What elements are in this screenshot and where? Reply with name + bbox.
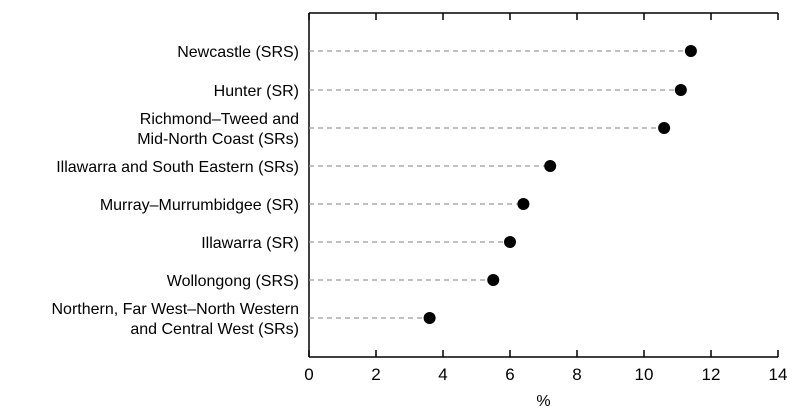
category-label: Richmond–Tweed and Mid-North Coast (SRs) (137, 111, 299, 148)
data-point (674, 84, 687, 96)
leader-lines (309, 50, 691, 319)
data-point (487, 274, 500, 286)
data-point (684, 45, 697, 57)
category-label: Wollongong (SRS) (167, 273, 299, 290)
data-point (504, 236, 516, 248)
x-tick-label: 2 (371, 365, 380, 384)
x-tick-label: 6 (505, 365, 514, 384)
category-label: Murray–Murrumbidgee (SR) (100, 197, 299, 214)
data-points (423, 45, 697, 324)
data-point (658, 122, 671, 134)
category-label-line: Illawarra (SR) (201, 235, 299, 252)
data-point (423, 312, 436, 324)
category-label-line: Hunter (SR) (214, 83, 299, 100)
category-label-line: Newcastle (SRS) (177, 44, 299, 61)
x-axis-label: % (536, 393, 550, 410)
data-point (517, 198, 530, 210)
category-label-line: Murray–Murrumbidgee (SR) (100, 197, 299, 214)
x-tick-label: 12 (702, 365, 721, 384)
category-label-line: Wollongong (SRS) (167, 273, 299, 290)
category-label: Northern, Far West–North Western and Cent… (52, 301, 300, 338)
category-label: Hunter (SR) (214, 83, 299, 100)
x-tick-label: 0 (304, 365, 313, 384)
category-label-line: Mid-North Coast (SRs) (137, 131, 299, 148)
category-label-line: Richmond–Tweed and (140, 111, 299, 128)
category-label: Illawarra (SR) (201, 235, 299, 252)
category-label: Illawarra and South Eastern (SRs) (56, 159, 299, 176)
category-labels: Newcastle (SRS) Hunter (SR) Richmond–Tweed… (52, 44, 300, 338)
x-axis-ticks: 0 2 4 6 8 10 12 14 (304, 13, 787, 384)
category-label-line: Illawarra and South Eastern (SRs) (56, 159, 299, 176)
plot-frame (308, 12, 778, 358)
x-tick-label: 4 (438, 365, 447, 384)
x-tick-label: 14 (769, 365, 788, 384)
category-label: Newcastle (SRS) (177, 44, 299, 61)
x-tick-label: 10 (635, 365, 654, 384)
x-tick-label: 8 (572, 365, 581, 384)
category-label-line: Northern, Far West–North Western (52, 301, 300, 318)
data-point (544, 160, 557, 172)
category-label-line: and Central West (SRs) (130, 321, 299, 338)
